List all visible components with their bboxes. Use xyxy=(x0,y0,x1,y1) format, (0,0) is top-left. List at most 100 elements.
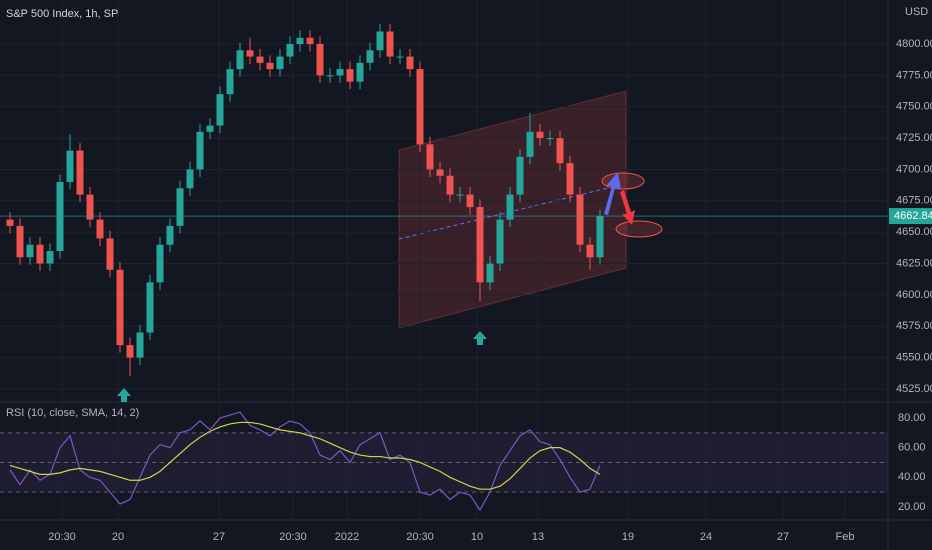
candle-body xyxy=(346,69,354,82)
y-tick-label: 4725.00 xyxy=(896,132,932,144)
x-tick-label: 10 xyxy=(471,531,483,543)
candle-body xyxy=(596,216,604,258)
candle-body xyxy=(506,194,514,220)
x-tick-label: 20:30 xyxy=(279,531,307,543)
candle-body xyxy=(36,244,44,264)
last-price-box xyxy=(889,208,932,225)
candle-body xyxy=(576,194,584,245)
candle-body xyxy=(456,194,464,196)
rsi-title: RSI (10, close, SMA, 14, 2) xyxy=(6,407,139,419)
candle-body xyxy=(526,131,534,157)
candle-body xyxy=(366,50,374,63)
x-tick-label: 19 xyxy=(622,531,634,543)
y-tick-label: 40.00 xyxy=(898,471,926,483)
candle-body xyxy=(516,156,524,195)
candle-body xyxy=(196,131,204,170)
candle-body xyxy=(276,56,284,70)
rsi-line xyxy=(9,411,601,512)
x-tick-label: 20 xyxy=(112,531,124,543)
candle-body xyxy=(46,250,54,264)
candle-body xyxy=(176,188,184,226)
up-arrow xyxy=(604,172,621,215)
candle-body xyxy=(536,131,544,139)
candle-body xyxy=(26,244,34,258)
candle-body xyxy=(416,69,424,145)
x-tick-label: 27 xyxy=(777,531,789,543)
y-tick-label: 4650.00 xyxy=(896,226,932,238)
candle-body xyxy=(566,163,574,195)
y-tick-label: 4800.00 xyxy=(896,38,932,50)
candle-body xyxy=(186,169,194,189)
signal-arrow xyxy=(473,331,487,345)
y-tick-label: 80.00 xyxy=(898,412,926,424)
last-price-label: 4662.84 xyxy=(894,210,932,222)
candle-body xyxy=(586,244,594,258)
candle-body xyxy=(16,225,24,258)
y-tick-label: 4525.00 xyxy=(896,383,932,395)
x-tick-label: 27 xyxy=(213,531,225,543)
x-tick-label: 13 xyxy=(532,531,544,543)
candle-body xyxy=(6,219,14,226)
candle-body xyxy=(146,282,154,333)
candle-body xyxy=(86,194,94,220)
candle-body xyxy=(296,37,304,45)
candle-body xyxy=(246,50,254,57)
currency: USD xyxy=(905,6,928,18)
candle-body xyxy=(166,225,174,245)
candle-body xyxy=(96,219,104,239)
rsi-line xyxy=(9,421,601,490)
y-tick-label: 4750.00 xyxy=(896,101,932,113)
x-tick-label: 24 xyxy=(700,531,712,543)
candle-body xyxy=(396,56,404,58)
y-tick-label: 20.00 xyxy=(898,501,926,513)
candle-body xyxy=(206,125,214,132)
candle-body xyxy=(286,44,294,57)
y-tick-label: 60.00 xyxy=(898,442,926,454)
target-ellipse xyxy=(601,172,645,190)
x-tick-label: 20:30 xyxy=(48,531,76,543)
x-tick-label: 20:30 xyxy=(406,531,434,543)
candle-body xyxy=(226,69,234,95)
candle-body xyxy=(556,138,564,164)
candle-body xyxy=(316,44,324,76)
candle-body xyxy=(326,75,334,77)
candle-body xyxy=(426,144,434,170)
candle-body xyxy=(256,56,264,63)
y-tick-label: 4625.00 xyxy=(896,257,932,269)
candle-body xyxy=(406,56,414,70)
down-arrow xyxy=(620,190,635,225)
target-ellipse xyxy=(615,220,663,238)
candle-body xyxy=(476,207,484,283)
candle-body xyxy=(136,332,144,358)
y-tick-label: 4675.00 xyxy=(896,195,932,207)
chart-title: S&P 500 Index, 1h, SP xyxy=(6,8,118,20)
x-tick-label: Feb xyxy=(836,531,855,543)
candle-body xyxy=(446,175,454,195)
candle-body xyxy=(376,31,384,51)
y-tick-label: 4575.00 xyxy=(896,320,932,332)
candle-body xyxy=(126,345,134,358)
x-tick-label: 2022 xyxy=(335,531,359,543)
candle-body xyxy=(336,69,344,76)
candle-body xyxy=(486,263,494,283)
candle-body xyxy=(216,94,224,126)
signal-arrow xyxy=(117,388,131,402)
candle-body xyxy=(466,194,474,208)
candle-body xyxy=(236,50,244,70)
candle-body xyxy=(356,62,364,82)
candle-body xyxy=(76,150,84,195)
y-tick-label: 4600.00 xyxy=(896,289,932,301)
candle-body xyxy=(496,219,504,264)
candle-body xyxy=(306,37,314,45)
candle-body xyxy=(266,62,274,70)
y-tick-label: 4550.00 xyxy=(896,352,932,364)
candle-body xyxy=(66,150,74,182)
y-tick-label: 4775.00 xyxy=(896,69,932,81)
candle-body xyxy=(546,138,554,140)
candle-body xyxy=(386,31,394,57)
candle-body xyxy=(436,169,444,176)
